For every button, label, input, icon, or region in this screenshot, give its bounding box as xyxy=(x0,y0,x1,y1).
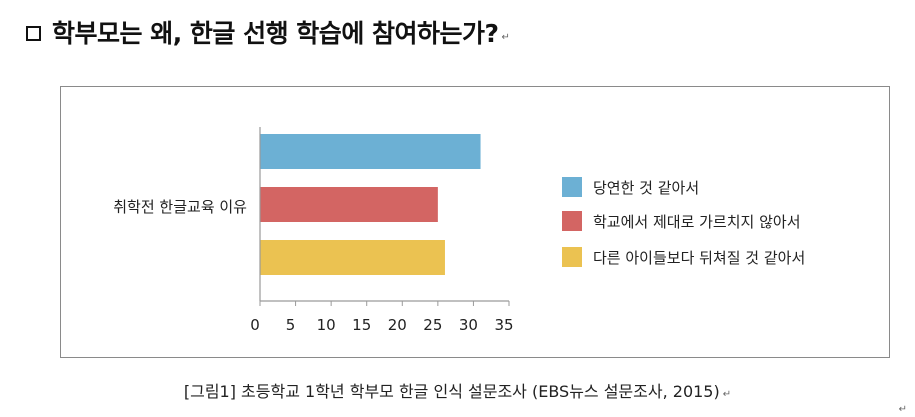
legend-label-2: 학교에서 제대로 가르치지 않아서 xyxy=(593,213,801,231)
x-tick-label: 35 xyxy=(494,316,513,334)
figure-caption: [그림1] 초등학교 1학년 학부모 한글 인식 설문조사 (EBS뉴스 설문조… xyxy=(0,378,915,402)
paragraph-mark-icon: ↵ xyxy=(898,404,907,415)
x-tick-label: 30 xyxy=(459,316,478,334)
legend-swatch-3 xyxy=(562,247,582,267)
caption-text: [그림1] 초등학교 1학년 학부모 한글 인식 설문조사 (EBS뉴스 설문조… xyxy=(183,382,720,401)
paragraph-mark-icon: ↵ xyxy=(501,31,510,43)
bar-1 xyxy=(260,134,481,169)
legend-swatch-2 xyxy=(562,211,582,231)
x-tick-label: 25 xyxy=(423,316,442,334)
bar-2 xyxy=(260,187,438,222)
x-tick-label: 15 xyxy=(352,316,371,334)
bar-chart: 0 5 10 15 20 25 30 35 취학전 한글교육 이유 당연한 것 같아서학교에서 … xyxy=(113,127,805,334)
paragraph-mark-icon: ↵ xyxy=(722,389,732,400)
category-label: 취학전 한글교육 이유 xyxy=(113,198,247,216)
legend-swatch-1 xyxy=(562,177,582,197)
x-tick-label: 20 xyxy=(388,316,407,334)
x-tick-label: 5 xyxy=(286,316,296,334)
heading-title: 학부모는 왜, 한글 선행 학습에 참여하는가? xyxy=(52,19,499,48)
x-tick-label: 0 xyxy=(250,316,260,334)
heading: 학부모는 왜, 한글 선행 학습에 참여하는가? ↵ xyxy=(26,12,510,52)
x-tick-label: 10 xyxy=(317,316,336,334)
legend-label-3: 다른 아이들보다 뒤쳐질 것 같아서 xyxy=(593,249,805,267)
legend-label-1: 당연한 것 같아서 xyxy=(593,179,699,197)
checkbox-square-icon xyxy=(26,25,41,41)
bar-3 xyxy=(260,240,445,275)
